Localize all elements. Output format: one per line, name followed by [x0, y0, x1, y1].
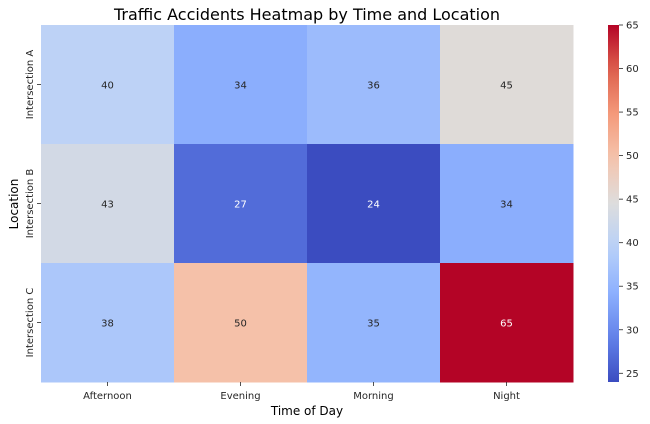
- cell-value-label: 24: [367, 200, 380, 211]
- cell-value-label: 38: [101, 319, 114, 330]
- cell-value-label: 43: [101, 200, 114, 211]
- heatmap-cell: [174, 263, 308, 383]
- heatmap-cell: [174, 144, 308, 264]
- cell-value-label: 27: [234, 200, 247, 211]
- cell-value-label: 34: [500, 200, 513, 211]
- cell-value-label: 36: [367, 81, 380, 92]
- heatmap-cell: [440, 144, 574, 264]
- colorbar-tick-label: 50: [626, 151, 639, 162]
- heatmap-cell: [440, 263, 574, 383]
- y-axis-ticks: Intersection A Intersection B Intersection…: [25, 50, 41, 358]
- colorbar-tick-label: 30: [626, 325, 639, 336]
- heatmap-cells: [41, 25, 574, 383]
- heatmap-cell: [41, 144, 175, 264]
- colorbar-tick-label: 60: [626, 64, 639, 75]
- y-axis-label: Location: [7, 179, 21, 230]
- colorbar: [608, 25, 619, 382]
- colorbar-ticks: 25 30 35 40 45 50 55 60 65: [619, 21, 639, 380]
- x-axis-ticks: Afternoon Evening Morning Night: [83, 382, 520, 402]
- colorbar-tick-label: 65: [626, 21, 639, 32]
- cell-value-label: 35: [367, 319, 380, 330]
- chart-title: Traffic Accidents Heatmap by Time and Lo…: [113, 5, 500, 24]
- heatmap-cell: [41, 263, 175, 383]
- colorbar-tick-label: 55: [626, 108, 639, 119]
- colorbar-tick-label: 45: [626, 195, 639, 206]
- y-tick-label: Intersection B: [25, 169, 36, 239]
- x-tick-label: Afternoon: [83, 391, 132, 402]
- cell-value-label: 50: [234, 319, 247, 330]
- x-tick-label: Morning: [353, 391, 393, 402]
- colorbar-tick-label: 25: [626, 369, 639, 380]
- heatmap-cell: [174, 25, 308, 145]
- heatmap-annotations: 40 34 36 45 43 27 24 34 38 50 35 65: [101, 81, 513, 330]
- x-tick-label: Evening: [220, 391, 260, 402]
- colorbar-tick-label: 35: [626, 282, 639, 293]
- x-tick-label: Night: [493, 391, 520, 402]
- cell-value-label: 40: [101, 81, 114, 92]
- cell-value-label: 34: [234, 81, 247, 92]
- colorbar-tick-label: 40: [626, 238, 639, 249]
- heatmap-cell: [307, 144, 441, 264]
- heatmap-cell: [307, 25, 441, 145]
- heatmap-cell: [41, 25, 175, 145]
- cell-value-label: 65: [500, 319, 513, 330]
- x-axis-label: Time of Day: [270, 404, 343, 418]
- heatmap-cell: [440, 25, 574, 145]
- heatmap-cell: [307, 263, 441, 383]
- y-tick-label: Intersection A: [25, 50, 36, 120]
- cell-value-label: 45: [500, 81, 513, 92]
- y-tick-label: Intersection C: [25, 288, 36, 358]
